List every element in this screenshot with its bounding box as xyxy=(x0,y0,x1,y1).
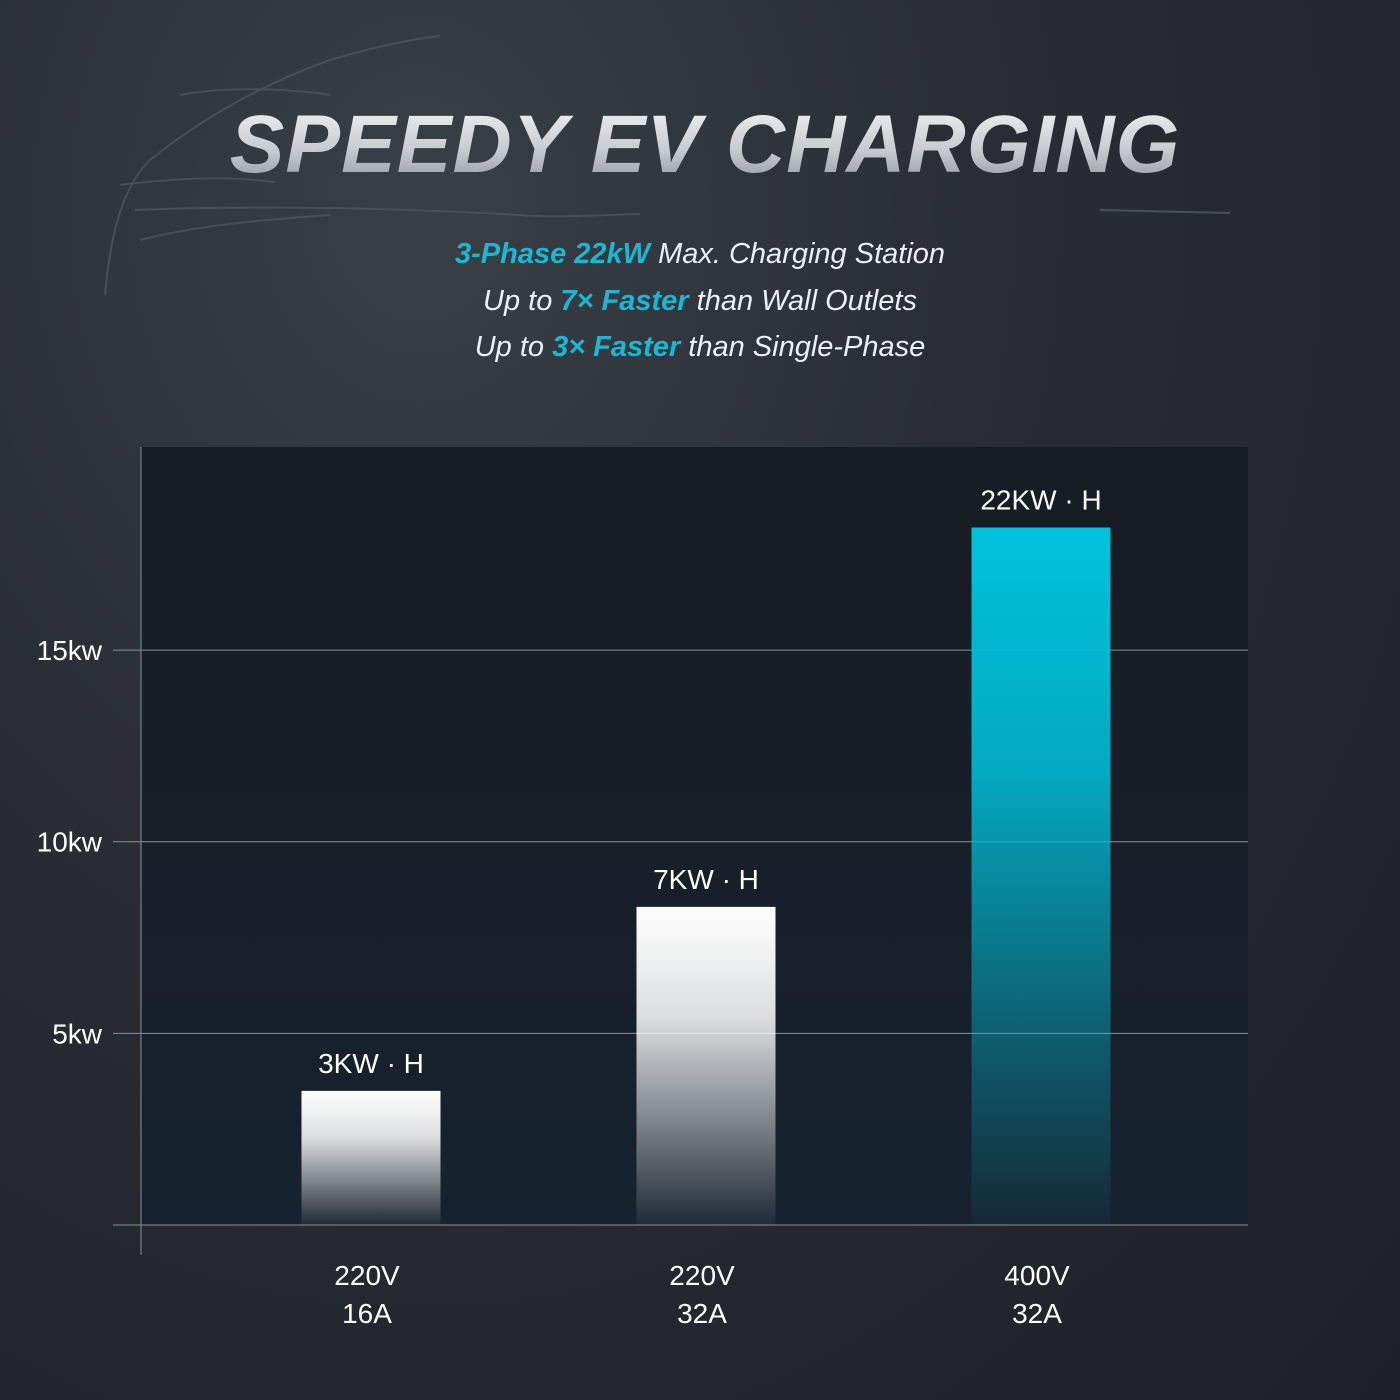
x-tick-label: 220V xyxy=(334,1260,400,1291)
x-tick-label: 400V xyxy=(1004,1260,1070,1291)
x-tick-label: 32A xyxy=(677,1298,727,1329)
subtitle-line: 3-Phase 22kW Max. Charging Station xyxy=(0,238,1400,271)
x-tick-label: 220V xyxy=(669,1260,735,1291)
car-outline xyxy=(104,35,1231,296)
subtitle-text: Up to xyxy=(483,284,561,317)
subtitle-text: than Wall Outlets xyxy=(688,284,917,317)
bar-annotation: 22KW · H xyxy=(980,484,1101,515)
y-tick-label: 15kw xyxy=(37,635,103,666)
x-tick-label: 32A xyxy=(1012,1298,1062,1329)
bar xyxy=(636,906,776,1225)
y-tick-label: 5kw xyxy=(52,1018,103,1049)
bar xyxy=(971,527,1111,1225)
y-tick-label: 10kw xyxy=(37,827,103,858)
highlight-text: 7× Faster xyxy=(560,284,689,317)
subtitle-text: than Single-Phase xyxy=(680,331,926,363)
subtitle-text: Max. Charging Station xyxy=(650,238,946,270)
chart-title: SPEEDY EV CHARGING xyxy=(230,99,1181,190)
highlight-text: 3× Faster xyxy=(552,331,681,363)
bar xyxy=(301,1090,441,1225)
subtitle-text: Up to xyxy=(474,331,553,363)
x-tick-label: 16A xyxy=(342,1298,392,1329)
bar-annotation: 7KW · H xyxy=(653,864,759,895)
bar-annotation: 3KW · H xyxy=(318,1048,424,1079)
subtitle-line: Up to 7× Faster than Wall Outlets xyxy=(0,285,1400,318)
subtitle-line: Up to 3× Faster than Single-Phase xyxy=(0,331,1400,364)
highlight-text: 3-Phase 22kW xyxy=(454,238,651,270)
